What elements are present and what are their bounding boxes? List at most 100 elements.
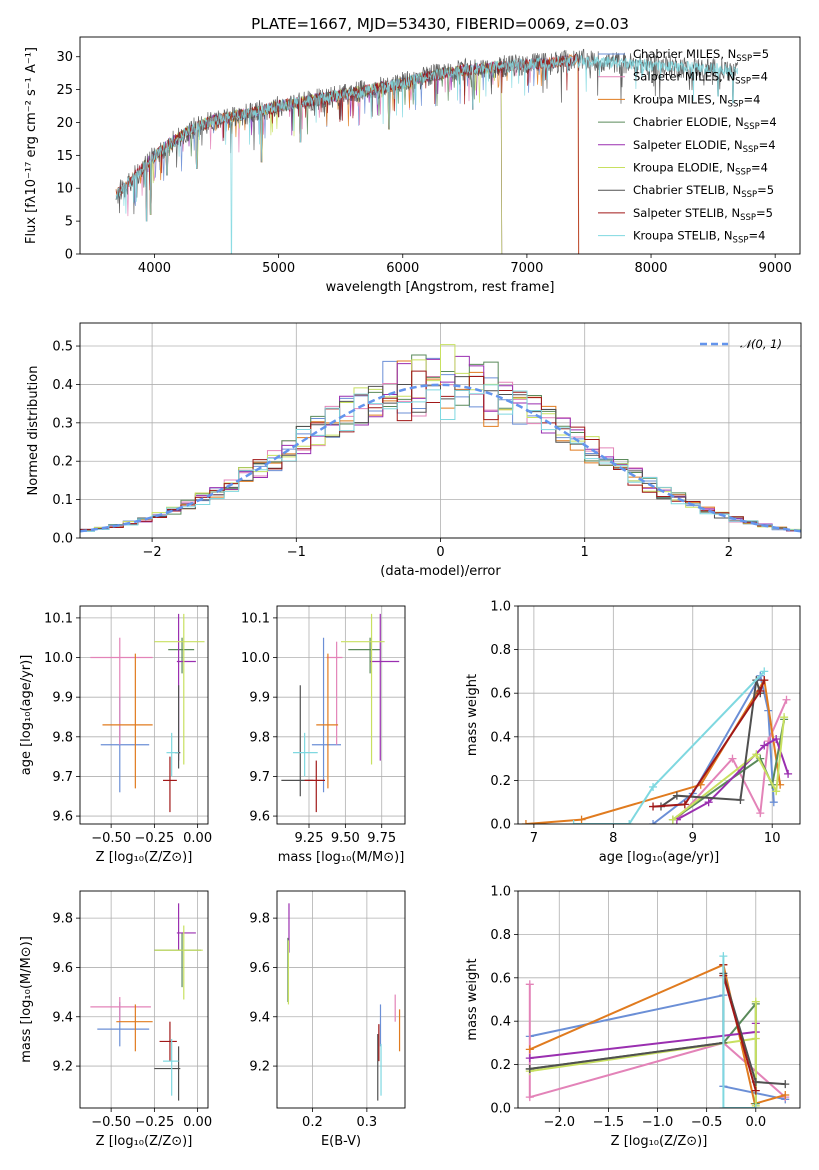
x-tick-label: 6000: [386, 261, 419, 276]
weight-marker: [736, 796, 745, 805]
mass-weight-vs-Z-plot-area: [525, 952, 790, 1108]
axes-frame: [276, 890, 406, 1109]
mass-vs-ebv-panel: 0.2 0.3 9.2 9.4 9.6 9.8 E(B-V): [249, 890, 406, 1149]
weight-marker: [525, 980, 534, 989]
x-axis-label: age [log₁₀(age/yr)]: [599, 850, 720, 865]
x-axis-label: mass [log₁₀(M/M⊙)]: [278, 850, 405, 865]
y-tick-label: 0.0: [52, 532, 73, 547]
x-tick-label: 7000: [510, 261, 543, 276]
weight-marker: [649, 782, 658, 791]
x-axis-label: Z [log₁₀(Z/Z⊙)]: [96, 1134, 193, 1149]
errorbar-point: [341, 613, 385, 765]
x-tick-label: −2.0: [543, 1115, 575, 1130]
age-vs-Z-panel: −0.50 −0.25 0.00 9.6 9.7 9.8 9.9 10.0 10.1 Z [log…: [19, 605, 212, 865]
y-axis-label: mass weight: [465, 674, 480, 756]
y-tick-label: 0.0: [490, 1102, 511, 1117]
weight-marker: [760, 676, 769, 685]
mass-vs-Z-panel: −0.50 −0.25 0.00 9.2 9.4 9.6 9.8 Z [log₁₀(Z/Z⊙)…: [19, 890, 212, 1149]
weight-marker: [521, 820, 530, 824]
legend-label: Kroupa MILES, NSSP=4: [633, 92, 760, 109]
errorbar-point: [168, 637, 195, 674]
errorbar-point: [370, 613, 400, 761]
legend-label: Salpeter MILES, NSSP=4: [633, 70, 768, 87]
errorbar-point: [326, 641, 343, 745]
y-tick-label: 1.0: [490, 600, 511, 615]
y-tick-label: 9.8: [52, 912, 73, 927]
x-tick-label: 0.00: [183, 1115, 212, 1130]
y-axis-label: mass weight: [465, 958, 480, 1040]
y-tick-label: 0.2: [490, 774, 511, 789]
weight-marker: [751, 1034, 760, 1043]
y-tick-label: 9.2: [249, 1060, 270, 1075]
weight-marker: [772, 734, 781, 743]
y-tick-label: 9.7: [249, 770, 270, 785]
x-tick-label: 4000: [138, 261, 171, 276]
x-tick-label: 9.75: [367, 831, 396, 846]
y-tick-label: 20: [56, 116, 73, 131]
weight-marker: [672, 791, 681, 800]
y-tick-label: 9.2: [52, 1060, 73, 1075]
errorbar-point: [304, 760, 325, 813]
x-tick-label: 9.50: [331, 831, 360, 846]
y-tick-label: 9.8: [249, 912, 270, 927]
weight-marker: [719, 1104, 728, 1108]
figure-title: PLATE=1667, MJD=53430, FIBERID=0069, z=0…: [251, 15, 629, 33]
y-tick-label: 0.8: [490, 928, 511, 943]
y-tick-label: 25: [56, 83, 73, 98]
mass-weight-vs-Z-panel: −2.0 −1.5 −1.0 −0.5 0.0 0.0 0.2 0.4 0.6 0.8 1.0 Z […: [465, 885, 801, 1149]
weight-marker: [772, 787, 781, 796]
weight-line-kroupa-elodie: [529, 1001, 757, 1106]
mass-weight-vs-age-plot-area: [521, 667, 793, 824]
age-vs-mass-panel: 9.25 9.50 9.75 9.6 9.7 9.8 9.9 10.0 10.1 mass [lo…: [241, 605, 406, 865]
y-tick-label: 0.1: [52, 493, 73, 508]
y-tick-label: 0.2: [52, 455, 73, 470]
x-tick-label: 0.00: [183, 831, 212, 846]
y-tick-label: 9.9: [249, 691, 270, 706]
x-tick-label: −1: [287, 545, 306, 560]
weight-marker: [752, 750, 761, 759]
y-axis-label: age [log₁₀(age/yr)]: [19, 655, 34, 776]
errorbar-point: [90, 997, 151, 1022]
y-tick-label: 15: [56, 149, 73, 164]
spectrum-line-kroupa-stelib: [115, 54, 739, 254]
weight-line-kroupa-stelib: [722, 956, 756, 1108]
x-tick-label: 8: [609, 831, 617, 846]
axes-frame: [517, 890, 801, 1109]
y-tick-label: 0.4: [490, 1015, 511, 1030]
y-tick-label: 9.8: [52, 730, 73, 745]
hist-legend: 𝒩(0, 1): [700, 337, 782, 351]
weight-marker: [751, 1086, 760, 1095]
weight-marker: [577, 815, 586, 824]
errorbar-point: [176, 903, 196, 951]
y-axis-label: mass [log₁₀(M/M⊙)]: [19, 936, 34, 1063]
weight-marker: [668, 815, 677, 824]
y-axis-label: Normed distribution: [26, 366, 41, 496]
spectrum-legend: Chabrier MILES, NSSP=5 Salpeter MILES, NS…: [598, 47, 777, 246]
weight-marker: [760, 741, 769, 750]
legend-label: Salpeter STELIB, NSSP=5: [633, 206, 773, 223]
axes-frame: [79, 322, 802, 539]
x-tick-label: −1.5: [593, 1115, 625, 1130]
y-tick-label: 9.6: [52, 961, 73, 976]
y-tick-label: 0.6: [490, 971, 511, 986]
x-tick-label: 8000: [634, 261, 667, 276]
y-tick-label: 9.4: [52, 1010, 73, 1025]
x-tick-label: −0.5: [691, 1115, 723, 1130]
legend-label: 𝒩(0, 1): [740, 337, 782, 351]
errorbar-point: [316, 653, 339, 789]
weight-marker: [728, 754, 737, 763]
weight-marker: [780, 713, 789, 722]
legend-label: Kroupa ELODIE, NSSP=4: [633, 161, 768, 178]
x-tick-label: −0.50: [91, 831, 131, 846]
errorbar-point: [166, 732, 179, 777]
axes-frame: [276, 605, 406, 825]
x-axis-label: (data-model)/error: [380, 564, 501, 579]
x-tick-label: −0.25: [134, 1115, 174, 1130]
y-tick-label: 0.4: [52, 378, 73, 393]
y-tick-label: 9.6: [52, 810, 73, 825]
weight-marker: [625, 820, 634, 824]
age-vs-Z-plot-area: [90, 613, 205, 813]
mass-vs-ebv-plot-area: [287, 903, 401, 1101]
spectrum-panel: 4000 5000 6000 7000 8000 9000 0 5 10 15 20 25 30 wave…: [24, 36, 801, 295]
